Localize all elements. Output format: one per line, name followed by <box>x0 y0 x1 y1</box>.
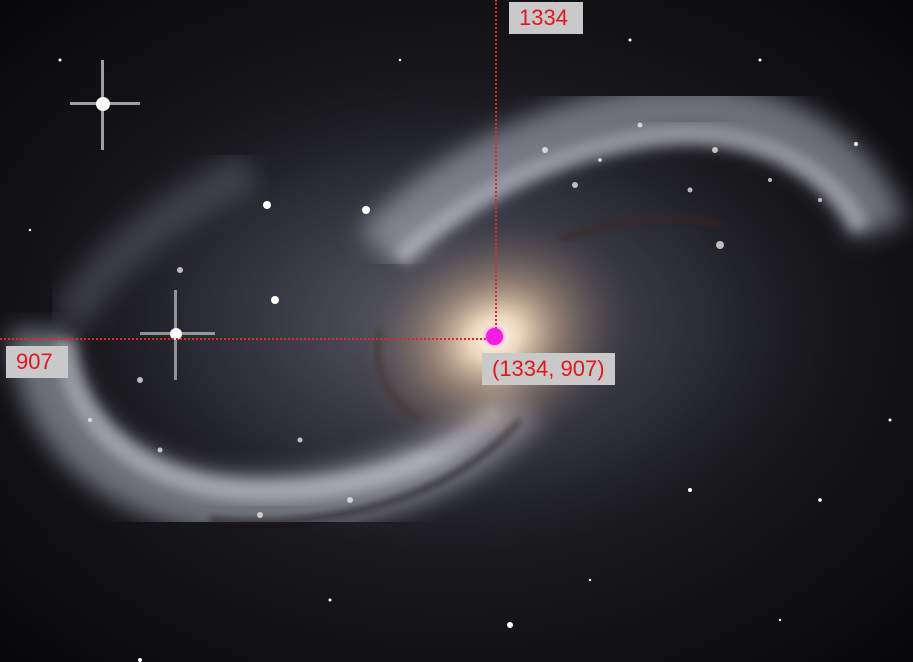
point-marker <box>486 328 503 345</box>
upper-spiral-arm <box>359 82 907 269</box>
y-coordinate-label: 907 <box>6 346 68 378</box>
horizontal-guide-line <box>0 338 494 340</box>
point-coordinate-label: (1334, 907) <box>482 353 615 385</box>
foreground-stars <box>28 38 892 662</box>
vertical-guide-line <box>495 0 497 336</box>
star-clusters <box>88 122 822 518</box>
x-coordinate-label: 1334 <box>509 2 583 34</box>
outer-arm-left <box>52 152 259 330</box>
